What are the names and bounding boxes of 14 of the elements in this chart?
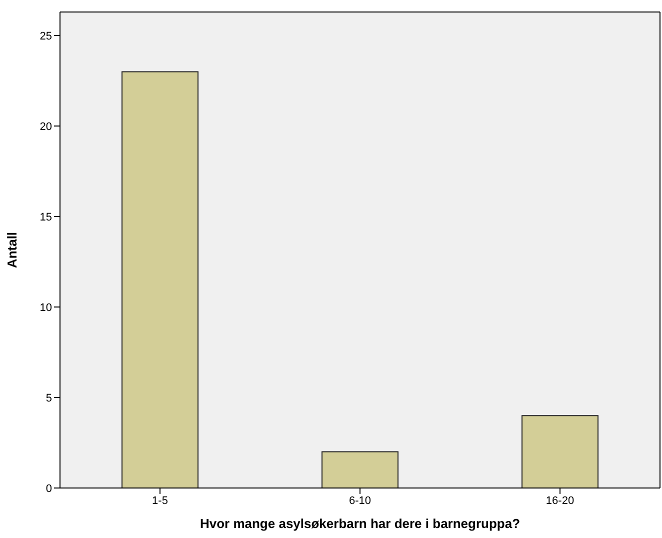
x-tick-label: 6-10 [348,494,372,507]
x-axis-title: Hvor mange asylsøkerbarn har dere i barnegruppa? [200,516,520,531]
x-tick-label: 16-20 [546,494,574,507]
x-tick-label: 1-5 [152,494,168,507]
y-tick-label: 15 [40,211,52,224]
y-tick-label: 20 [40,120,52,133]
y-tick-label: 25 [40,30,52,42]
bar [122,71,198,488]
bar [322,451,398,488]
y-tick-label: 10 [40,302,52,314]
y-tick-label: 0 [46,482,52,495]
y-tick-label: 5 [46,392,52,404]
y-axis-title: Antall [4,232,20,268]
bar [522,415,598,488]
